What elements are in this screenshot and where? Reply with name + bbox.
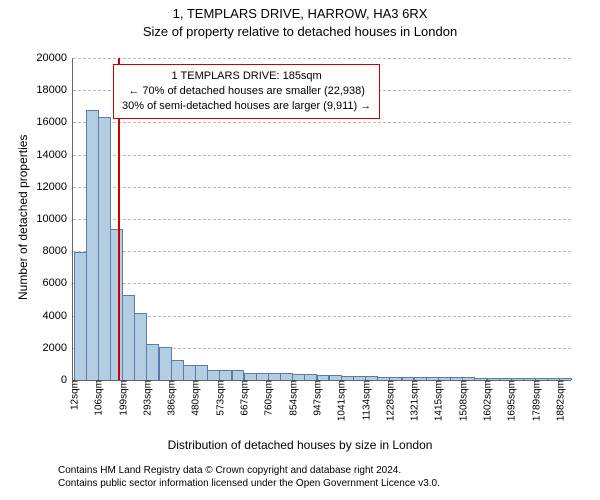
x-tick: 1321sqm <box>406 380 421 421</box>
y-tick: 6000 <box>43 277 73 289</box>
footer: Contains HM Land Registry data © Crown c… <box>58 464 440 490</box>
bar <box>110 229 123 380</box>
annotation-line3: 30% of semi-detached houses are larger (… <box>122 99 371 114</box>
gridline <box>73 219 571 220</box>
bar <box>171 360 184 380</box>
bar <box>219 370 232 380</box>
x-tick: 573sqm <box>211 380 226 416</box>
x-tick: 854sqm <box>284 380 299 416</box>
x-tick: 1508sqm <box>454 380 469 421</box>
bar <box>268 373 281 380</box>
y-tick: 2000 <box>43 342 73 354</box>
bar <box>74 252 87 380</box>
x-tick: 106sqm <box>90 380 105 416</box>
gridline <box>73 155 571 156</box>
bar <box>122 295 135 380</box>
plot-area: 0200040006000800010000120001400016000180… <box>72 58 571 381</box>
gridline <box>73 187 571 188</box>
gridline <box>73 58 571 59</box>
annotation-box: 1 TEMPLARS DRIVE: 185sqm ← 70% of detach… <box>113 64 380 119</box>
gridline <box>73 283 571 284</box>
x-tick: 1789sqm <box>527 380 542 421</box>
x-tick: 1602sqm <box>478 380 493 421</box>
y-tick: 10000 <box>36 213 73 225</box>
x-tick: 760sqm <box>260 380 275 416</box>
chart-container: { "layout": { "width": 600, "height": 50… <box>0 0 600 500</box>
x-tick: 1228sqm <box>381 380 396 421</box>
bar <box>244 373 257 380</box>
x-tick: 947sqm <box>308 380 323 416</box>
x-tick: 667sqm <box>236 380 251 416</box>
bar <box>256 373 269 380</box>
x-tick: 1041sqm <box>333 380 348 421</box>
x-tick: 12sqm <box>66 380 81 410</box>
y-tick: 18000 <box>36 84 73 96</box>
bar <box>207 370 220 380</box>
chart-title: 1, TEMPLARS DRIVE, HARROW, HA3 6RX <box>0 6 600 21</box>
x-tick: 480sqm <box>187 380 202 416</box>
x-tick: 1415sqm <box>430 380 445 421</box>
gridline <box>73 251 571 252</box>
bar <box>280 373 293 380</box>
bar <box>98 117 111 380</box>
bar <box>232 370 245 380</box>
x-tick: 1882sqm <box>551 380 566 421</box>
y-tick: 4000 <box>43 310 73 322</box>
bar <box>183 365 196 380</box>
bar <box>146 344 159 380</box>
x-tick: 199sqm <box>114 380 129 416</box>
x-tick: 386sqm <box>163 380 178 416</box>
footer-line1: Contains HM Land Registry data © Crown c… <box>58 464 440 477</box>
bar <box>86 110 99 380</box>
x-axis-label: Distribution of detached houses by size … <box>0 438 600 452</box>
annotation-line2: ← 70% of detached houses are smaller (22… <box>122 84 371 99</box>
bar <box>134 313 147 380</box>
x-tick: 1695sqm <box>503 380 518 421</box>
chart-subtitle: Size of property relative to detached ho… <box>0 24 600 39</box>
y-tick: 16000 <box>36 116 73 128</box>
bar <box>195 365 208 380</box>
footer-line2: Contains public sector information licen… <box>58 477 440 490</box>
y-tick: 8000 <box>43 245 73 257</box>
y-tick: 14000 <box>36 149 73 161</box>
gridline <box>73 122 571 123</box>
y-tick: 12000 <box>36 181 73 193</box>
x-tick: 1134sqm <box>357 380 372 420</box>
y-axis-label: Number of detached properties <box>16 135 30 300</box>
x-tick: 293sqm <box>138 380 153 416</box>
y-tick: 20000 <box>36 52 73 64</box>
bar <box>159 347 172 380</box>
annotation-line1: 1 TEMPLARS DRIVE: 185sqm <box>122 69 371 84</box>
gridline <box>73 316 571 317</box>
